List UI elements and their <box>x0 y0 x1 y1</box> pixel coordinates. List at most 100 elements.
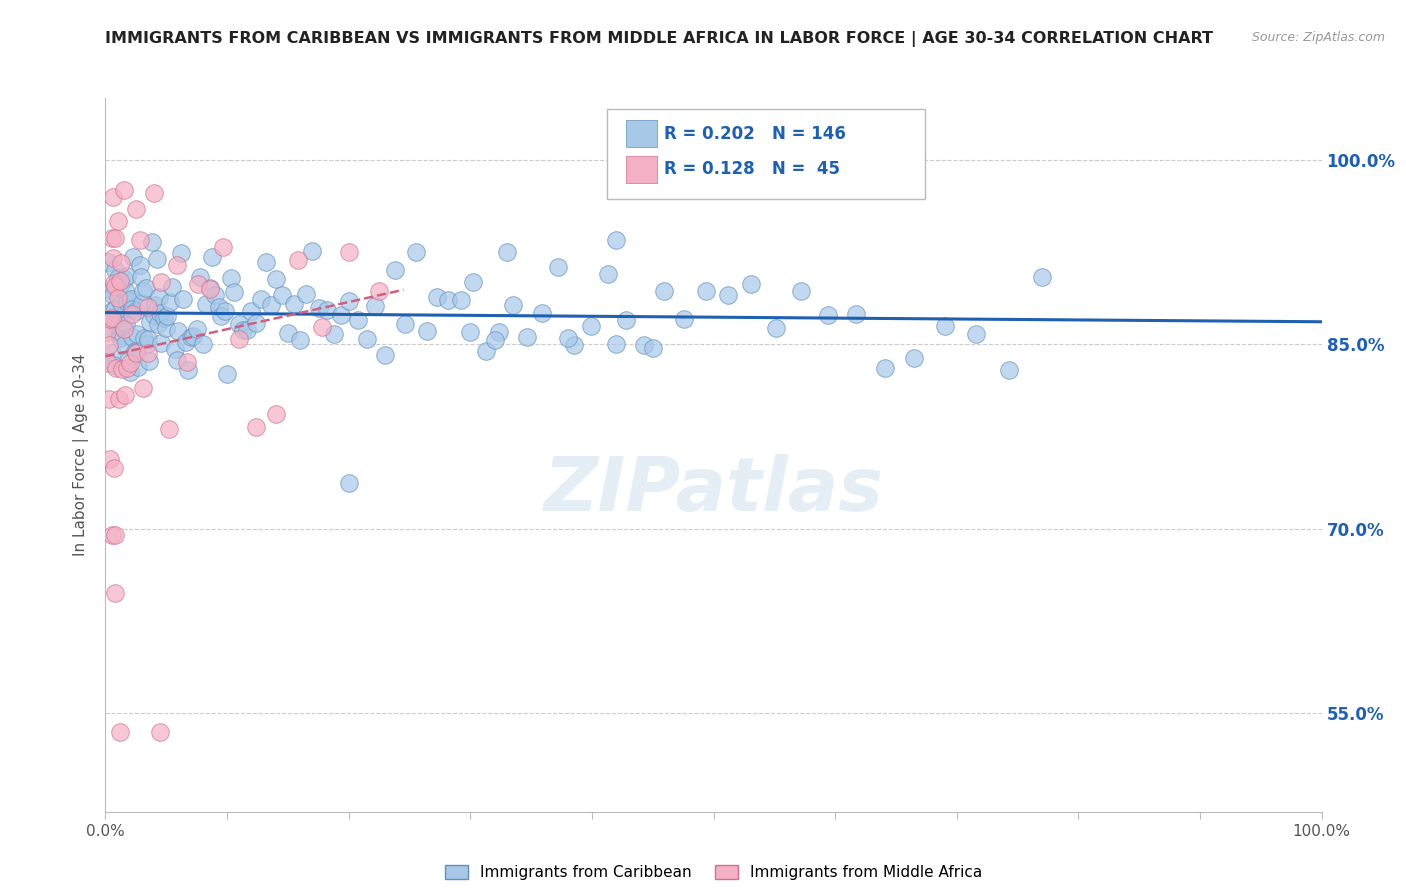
Point <box>177 363 200 377</box>
Point <box>516 330 538 344</box>
Point <box>311 320 333 334</box>
Text: R = 0.202   N = 146: R = 0.202 N = 146 <box>664 125 845 143</box>
Point <box>198 281 221 295</box>
Point <box>98 392 121 406</box>
Point <box>219 271 242 285</box>
Point <box>117 268 139 283</box>
Point <box>104 279 127 293</box>
Point <box>107 291 129 305</box>
Point <box>240 304 263 318</box>
Point <box>110 277 132 292</box>
Point <box>105 315 128 329</box>
Point <box>132 381 155 395</box>
Point <box>108 327 131 342</box>
Point <box>124 343 146 358</box>
Point <box>633 338 655 352</box>
Point <box>384 263 406 277</box>
Point <box>115 317 138 331</box>
Point <box>150 335 173 350</box>
Point <box>209 309 232 323</box>
Point <box>283 297 305 311</box>
Point <box>104 528 127 542</box>
Point <box>845 307 868 321</box>
Point <box>107 270 129 285</box>
Point <box>765 320 787 334</box>
Point <box>101 288 124 302</box>
Point <box>112 271 135 285</box>
Point <box>998 363 1021 377</box>
Point <box>100 283 122 297</box>
Point <box>502 298 524 312</box>
Point <box>817 308 839 322</box>
Point <box>131 295 153 310</box>
Point <box>132 284 155 298</box>
Point <box>148 290 170 304</box>
Point <box>965 326 987 341</box>
Point <box>108 724 131 739</box>
Point <box>98 337 121 351</box>
Point <box>740 277 762 291</box>
Point <box>122 250 145 264</box>
Point <box>108 311 131 326</box>
Point <box>195 297 218 311</box>
Point <box>103 358 125 372</box>
Point <box>224 285 246 299</box>
Point <box>288 333 311 347</box>
Point <box>150 275 173 289</box>
Point <box>437 293 460 308</box>
Point <box>323 326 346 341</box>
Point <box>121 307 143 321</box>
Point <box>108 274 131 288</box>
Point <box>1031 270 1053 285</box>
Point <box>149 306 172 320</box>
Point <box>347 313 370 327</box>
Point <box>368 284 391 298</box>
Point <box>228 332 250 346</box>
Point <box>125 345 148 359</box>
Point <box>104 231 127 245</box>
Point <box>143 308 166 322</box>
Point <box>135 336 157 351</box>
Y-axis label: In Labor Force | Age 30-34: In Labor Force | Age 30-34 <box>73 353 90 557</box>
Point <box>121 330 143 344</box>
Point <box>652 284 675 298</box>
Point <box>557 331 579 345</box>
Point <box>157 422 180 436</box>
Point <box>98 319 121 334</box>
Point <box>110 296 132 310</box>
Point <box>125 326 148 341</box>
Point <box>100 231 122 245</box>
Point <box>212 240 235 254</box>
Point <box>264 407 287 421</box>
Point <box>547 260 569 275</box>
Point <box>495 244 517 259</box>
Point <box>114 283 136 297</box>
Point <box>531 305 554 319</box>
Point <box>97 356 120 370</box>
Point <box>153 311 176 326</box>
Point <box>117 295 139 310</box>
Point <box>308 301 330 316</box>
Point <box>695 285 717 299</box>
Point <box>159 295 181 310</box>
Text: R = 0.128   N =  45: R = 0.128 N = 45 <box>664 161 839 178</box>
Point <box>484 334 506 348</box>
Point <box>118 365 141 379</box>
Point <box>356 332 378 346</box>
Point <box>174 335 197 350</box>
Point <box>934 318 956 333</box>
Point <box>117 353 139 368</box>
Point <box>270 288 292 302</box>
Point <box>176 355 198 369</box>
Point <box>110 256 132 270</box>
Point <box>245 316 267 330</box>
Point <box>207 300 229 314</box>
Text: ZIPatlas: ZIPatlas <box>544 454 883 527</box>
Point <box>405 245 427 260</box>
Point <box>228 318 250 332</box>
Point <box>128 258 150 272</box>
Point <box>101 190 124 204</box>
Point <box>903 351 925 365</box>
Point <box>394 317 416 331</box>
Point <box>254 255 277 269</box>
